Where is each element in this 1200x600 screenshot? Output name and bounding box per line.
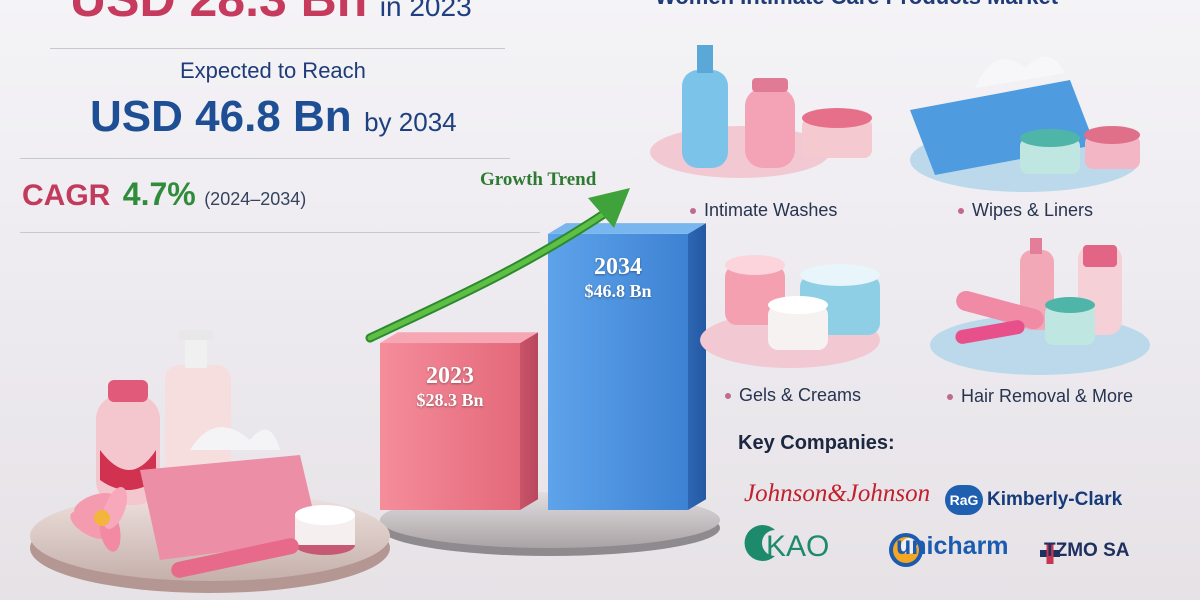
tzmo-cross-icon xyxy=(1040,543,1060,564)
unicharm-logo: unicharm xyxy=(890,532,1009,561)
kao-logo: KAO xyxy=(756,530,829,564)
bar-label-2034: 2034 $46.8 Bn xyxy=(548,254,688,302)
category-hair-removal: Hair Removal & More xyxy=(947,386,1133,407)
bullet-icon xyxy=(958,208,964,215)
kao-mark-icon xyxy=(744,525,775,562)
category-wipes-liners: Wipes & Liners xyxy=(958,200,1093,221)
bar-2034 xyxy=(548,223,706,510)
hair-removal-illustration xyxy=(930,238,1150,375)
key-companies-title: Key Companies: xyxy=(738,432,895,454)
bar-2023 xyxy=(380,332,538,510)
forecast-suffix: by 2034 xyxy=(364,107,457,137)
growth-arrow xyxy=(365,188,630,343)
logo-text: KAO xyxy=(766,530,830,563)
bar-category: 2034 xyxy=(594,253,642,280)
divider xyxy=(20,232,540,233)
category-gels-creams: Gels & Creams xyxy=(725,385,861,406)
divider xyxy=(20,158,510,159)
bar-top xyxy=(380,332,538,344)
bar-value-label: $46.8 Bn xyxy=(584,280,652,301)
category-intimate-washes: Intimate Washes xyxy=(690,200,837,221)
growth-trend-label: Growth Trend xyxy=(480,169,597,190)
cagr: CAGR 4.7% (2024–2034) xyxy=(22,176,306,213)
left-product-display xyxy=(30,330,390,593)
bullet-icon xyxy=(725,393,731,400)
panel-title: Women Intimate Care Products Market xyxy=(655,0,1058,10)
gels-creams-illustration xyxy=(700,255,880,368)
bar-front xyxy=(380,343,520,510)
cagr-value: 4.7% xyxy=(122,176,196,212)
cagr-label: CAGR xyxy=(22,179,111,212)
category-label: Gels & Creams xyxy=(739,385,862,405)
bar-label-2023: 2023 $28.3 Bn xyxy=(380,363,520,411)
johnson-johnson-logo: Johnson&Johnson xyxy=(744,480,931,507)
expected-label: Expected to Reach xyxy=(180,58,366,83)
bar-category: 2023 xyxy=(426,363,474,390)
forecast-value: USD 46.8 Bn xyxy=(90,92,352,141)
logo-text: TZMO SA xyxy=(1044,540,1130,561)
category-label: Intimate Washes xyxy=(704,200,838,220)
category-label: Wipes & Liners xyxy=(972,200,1094,220)
bullet-icon xyxy=(947,394,953,401)
kimberly-clark-badge-icon: RaG xyxy=(945,485,983,515)
divider xyxy=(50,48,505,49)
forecast-market-size: USD 46.8 Bn by 2034 xyxy=(90,92,457,142)
current-market-size: USD 28.3 Bn in 2023 xyxy=(70,0,510,28)
bars-layer xyxy=(380,223,706,510)
bar-side xyxy=(520,332,538,510)
bar-side xyxy=(688,223,706,510)
bar-value-label: $28.3 Bn xyxy=(416,390,484,411)
wipes-liners-illustration xyxy=(910,56,1140,192)
logo-text: Kimberly-Clark xyxy=(987,489,1123,510)
logo-text: unicharm xyxy=(896,532,1009,560)
bullet-icon xyxy=(690,208,696,215)
unicharm-mark-icon xyxy=(889,533,923,567)
bar-front xyxy=(548,233,688,510)
cagr-period: (2024–2034) xyxy=(204,189,307,209)
tzmo-logo: TZMO SA xyxy=(1040,540,1130,562)
current-value: USD 28.3 Bn xyxy=(70,0,367,27)
intimate-washes-illustration xyxy=(650,45,872,178)
current-suffix: in 2023 xyxy=(379,0,472,22)
kimberly-clark-logo: RaG Kimberly-Clark xyxy=(945,485,1122,515)
category-label: Hair Removal & More xyxy=(961,386,1134,406)
